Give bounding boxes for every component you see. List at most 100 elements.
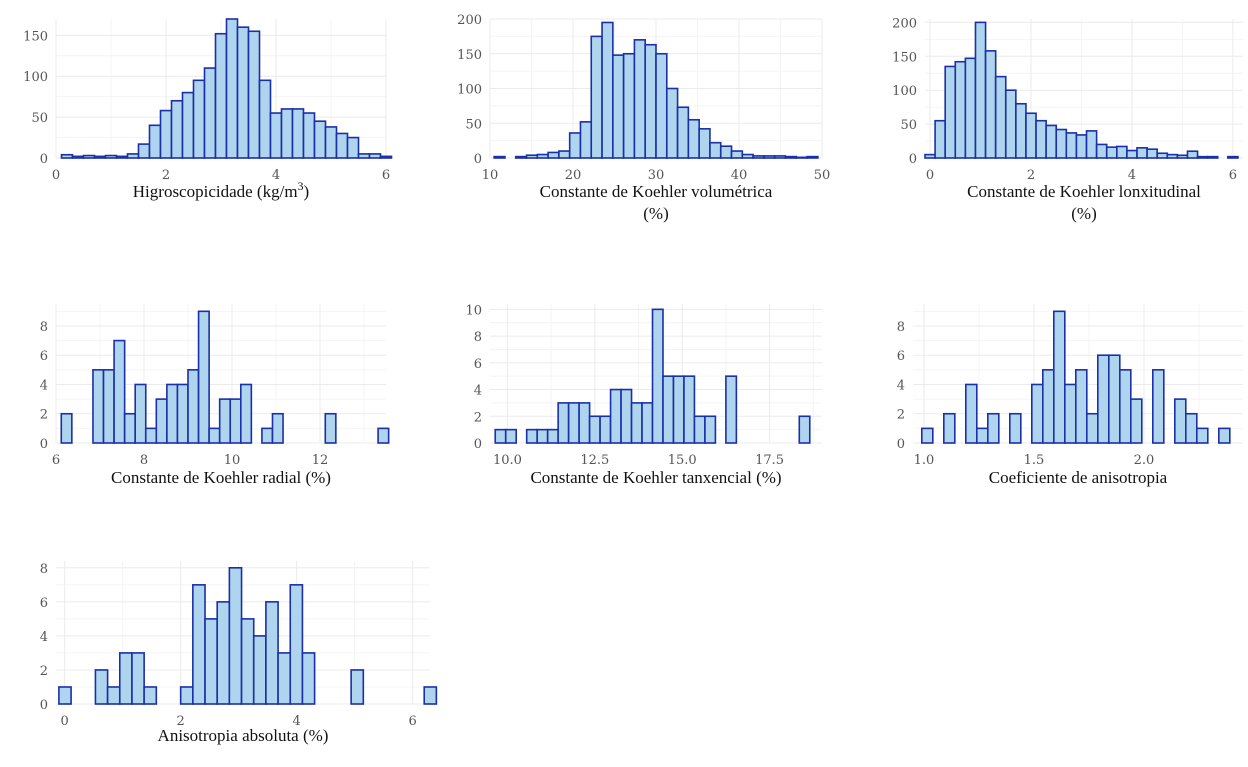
histogram-bar (176, 383, 189, 444)
histogram-bar (1206, 155, 1219, 159)
x-tick-label: 2 (162, 168, 170, 183)
histogram-bar (641, 402, 654, 444)
histogram-bar (557, 402, 570, 444)
histogram-bar (986, 412, 1000, 444)
histogram-bar (134, 383, 147, 444)
x-tick-label: 6 (382, 168, 390, 183)
histogram-bar (620, 388, 633, 444)
y-tick-label: 100 (892, 84, 917, 99)
histogram-bar (252, 635, 267, 705)
y-tick-label: 8 (40, 320, 48, 335)
histogram-bar (291, 108, 305, 159)
y-tick-label: 0 (909, 152, 917, 167)
histogram-bar (60, 153, 74, 159)
y-tick-label: 100 (457, 83, 482, 98)
histogram-bar (229, 398, 242, 444)
histogram-bar (1031, 383, 1044, 444)
x-tick-label: 2 (1027, 168, 1035, 183)
histogram-bar (1126, 149, 1138, 159)
histogram-bar (1042, 369, 1055, 444)
y-tick-label: 6 (40, 349, 48, 364)
x-tick-label: 0 (61, 714, 69, 729)
bars (494, 308, 811, 444)
histogram-bar (964, 57, 977, 159)
y-tick-label: 0 (40, 698, 48, 713)
histogram-bar (218, 398, 232, 444)
y-tick-label: 2 (474, 410, 482, 425)
histogram-bar (159, 109, 173, 159)
histogram-bar (1035, 119, 1047, 159)
histogram-bar (379, 155, 393, 159)
x-axis-label: Constante de Koehler radial (%) (111, 468, 331, 487)
histogram-bar (752, 155, 765, 159)
histogram-bar (166, 383, 179, 444)
histogram-bar (1004, 89, 1017, 159)
histogram-panel-1: 0 2 4 6 0 50 100 150 Higroscopicidade (kg/m3) (23, 18, 393, 201)
x-tick-label: 1.0 (914, 453, 935, 468)
x-axis-label: Coeficiente de anisotropia (989, 468, 1168, 487)
histogram-bar (1108, 354, 1121, 444)
y-tick-label: 0 (474, 152, 482, 167)
histogram-bar (1156, 152, 1169, 159)
x-axis-label: Constante de Koehler volumétrica (540, 182, 773, 201)
histogram-bar (974, 21, 987, 159)
x-tick-label: 6 (1229, 168, 1237, 183)
histogram-bar (588, 415, 601, 444)
histogram-bar (236, 26, 250, 159)
histogram-bar (514, 155, 528, 159)
histogram-bar (377, 427, 390, 444)
histogram-bar (536, 153, 549, 159)
histogram-bar (324, 412, 337, 444)
histogram-bar (493, 155, 506, 159)
histogram-bar (313, 120, 327, 159)
histogram-bar (784, 155, 798, 159)
histogram-bar (662, 375, 675, 444)
y-tick-label: 4 (40, 378, 48, 393)
bars (924, 21, 1239, 159)
histogram-bar (1227, 155, 1239, 159)
x-tick-label: 4 (272, 168, 280, 183)
x-axis-label: Anisotropia absoluta (%) (158, 726, 329, 745)
histogram-bar (1176, 154, 1189, 159)
histogram-panel-3: 0 2 4 6 0 50 100 150 200 Constante de Koehler lon… (892, 16, 1243, 223)
histogram-bar (71, 155, 85, 159)
x-tick-label: 0 (926, 168, 934, 183)
y-tick-label: 4 (40, 630, 48, 645)
histogram-bar (1185, 412, 1198, 444)
histogram-bar (1218, 427, 1231, 444)
histogram-bar (94, 669, 109, 705)
y-tick-label: 10 (465, 303, 482, 318)
histogram-bar (225, 18, 239, 159)
histogram-bar (228, 567, 243, 705)
histogram-bar (240, 383, 253, 444)
histogram-bar (324, 126, 338, 159)
histogram-bar (271, 412, 284, 444)
y-tick-label: 50 (465, 117, 482, 132)
x-tick-label: 10 (224, 453, 241, 468)
histogram-bar (547, 151, 560, 159)
histogram-bar (301, 652, 316, 705)
histogram-bar (494, 428, 507, 444)
histogram-bar (335, 132, 349, 159)
histogram-bar (204, 618, 218, 705)
histogram-bar (240, 618, 255, 705)
histogram-bar (1105, 146, 1118, 159)
histogram-bar (1086, 412, 1099, 444)
x-tick-label: 17.5 (755, 453, 784, 468)
bars (60, 18, 393, 159)
y-tick-label: 50 (900, 118, 917, 133)
histogram-bar (964, 383, 978, 444)
histogram-bar (944, 65, 957, 159)
histogram-bar (82, 154, 96, 159)
histogram-bar (214, 32, 228, 159)
histogram-bar (795, 156, 808, 159)
histogram-bar (525, 154, 539, 159)
histogram-bar (58, 686, 72, 705)
histogram-bar (920, 427, 934, 444)
y-tick-label: 0 (40, 437, 48, 452)
histogram-bar (289, 584, 304, 705)
histogram-bar (725, 375, 738, 444)
x-tick-label: 8 (140, 453, 148, 468)
histogram-bar (741, 153, 754, 159)
histogram-bar (1085, 130, 1098, 159)
